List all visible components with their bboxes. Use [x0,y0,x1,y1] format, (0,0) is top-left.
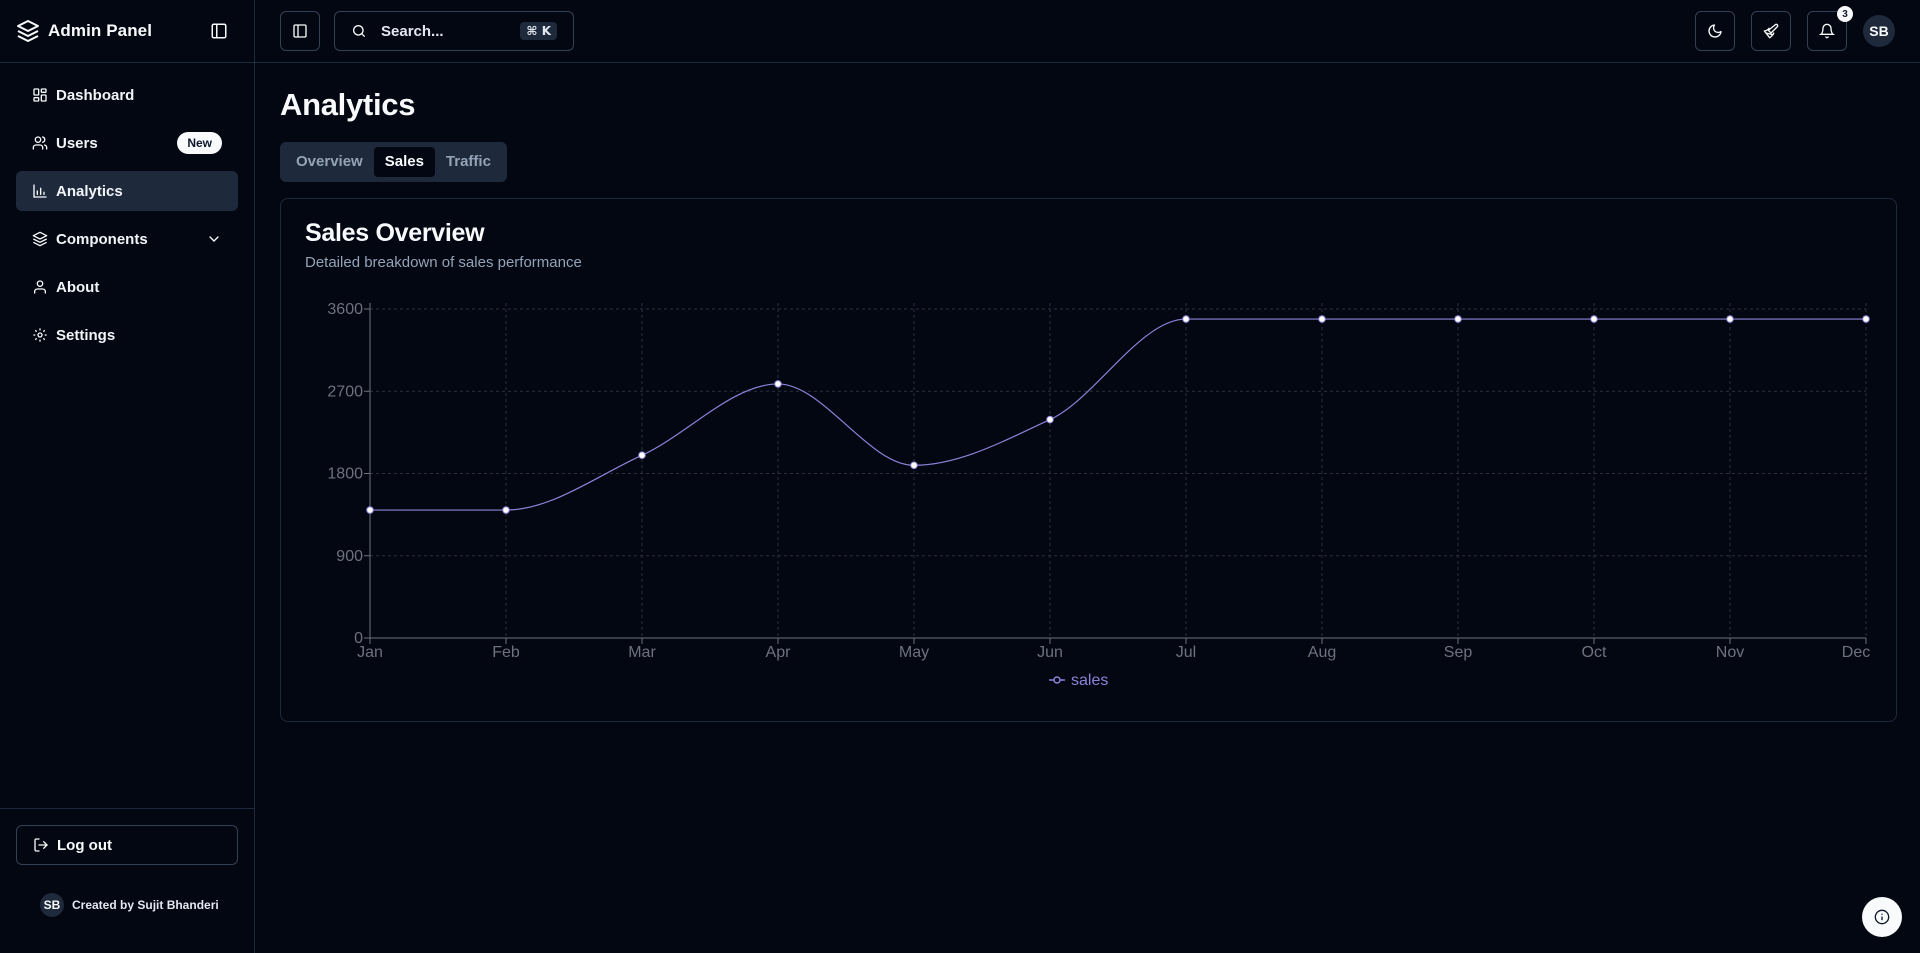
sidebar-item-label: About [56,278,100,296]
y-tick-label: 2700 [327,383,363,400]
sales-data-point [638,451,646,460]
sales-data-point [1454,315,1462,323]
tabs: Overview Sales Traffic [280,142,507,182]
user-icon [34,280,46,294]
sidebar-item-analytics[interactable]: Analytics [16,171,238,211]
main-content: Analytics Overview Sales Traffic Sales O… [280,63,1897,722]
paintbrush-icon [1763,23,1779,39]
sidebar: Admin Panel Dashboard Users New Analytic… [0,0,255,953]
help-button[interactable] [1862,897,1902,937]
sales-overview-card: Sales Overview Detailed breakdown of sal… [280,198,1897,722]
app-title: Admin Panel [48,21,153,40]
sales-data-point [502,506,510,514]
theme-toggle-button[interactable] [1695,11,1735,51]
sidebar-item-label: Users [56,134,98,152]
sidebar-item-label: Analytics [56,182,123,200]
keyboard-shortcut: ⌘ K [520,22,557,40]
sales-data-point [366,506,374,514]
logout-label: Log out [57,836,112,854]
x-tick-label: Dec [1842,644,1870,661]
x-tick-label: Apr [766,644,792,661]
moon-icon [1708,24,1722,38]
search-icon [353,25,365,37]
x-tick-label: Sep [1444,644,1473,661]
tab-sales[interactable]: Sales [373,147,435,177]
sidebar-item-label: Components [56,230,148,248]
sales-data-point [1590,315,1598,323]
layers-icon [17,20,39,42]
sidebar-footer: Log out SB Created by Sujit Bhanderi [0,808,254,953]
x-tick-label: Jan [357,644,383,661]
sidebar-item-label: Dashboard [56,86,135,104]
x-tick-label: Feb [492,644,520,661]
chevron-down-icon[interactable] [206,231,222,247]
y-tick-label: 1800 [327,466,363,483]
credit-text: Created by Sujit Bhanderi [72,898,219,912]
sidebar-item-users[interactable]: Users New [16,123,238,163]
y-tick-label: 900 [336,548,363,565]
sidebar-header: Admin Panel [0,0,254,63]
x-tick-label: Mar [628,644,656,661]
page-title: Analytics [280,87,416,122]
card-title: Sales Overview [305,219,485,247]
search-placeholder: Search... [381,22,444,40]
x-tick-label: May [899,644,929,661]
info-icon [1874,909,1890,925]
gear-icon [33,328,47,342]
sales-data-point [910,461,918,470]
topbar: Search... ⌘ K 3 SB [255,0,1920,63]
y-tick-label: 3600 [327,301,363,318]
search-input[interactable]: Search... ⌘ K [334,11,574,51]
sidebar-item-components[interactable]: Components [16,219,238,259]
sidebar-item-settings[interactable]: Settings [16,315,238,355]
sales-series-line [370,318,1866,511]
sales-data-point [1726,315,1734,323]
credit: SB Created by Sujit Bhanderi [16,893,238,917]
legend-marker-icon [1053,676,1061,684]
x-tick-label: Aug [1308,644,1336,661]
avatar: SB [40,893,64,917]
dashboard-icon [33,88,47,102]
logout-button[interactable]: Log out [16,825,238,865]
bar-chart-icon [33,184,47,198]
legend-label: sales [1071,672,1108,689]
customize-button[interactable] [1751,11,1791,51]
sales-data-point [1182,315,1190,323]
new-badge: New [177,132,222,154]
x-tick-label: Nov [1716,644,1744,661]
sidebar-nav: Dashboard Users New Analytics Components [0,63,254,375]
user-avatar[interactable]: SB [1863,15,1895,47]
sidebar-item-label: Settings [56,326,116,344]
sales-line-chart: 0 900 1800 2700 3600 Jan Feb Mar Apr May Jun Jul Aug… [327,301,1870,689]
tab-traffic[interactable]: Traffic [445,153,491,170]
x-tick-label: Jul [1176,644,1196,661]
topbar-actions: 3 SB [1695,6,1895,51]
y-tick-label: 0 [354,630,363,647]
layers-icon [32,231,48,247]
notification-count-badge: 3 [1837,6,1853,22]
sidebar-collapse-icon[interactable] [210,22,228,40]
sales-data-point [774,380,782,388]
x-tick-label: Jun [1037,644,1063,661]
x-tick-label: Oct [1582,644,1607,661]
toggle-sidebar-button[interactable] [280,11,320,51]
sales-data-point [1318,315,1326,323]
users-icon [32,136,48,150]
sales-data-point [1862,315,1870,323]
notifications-button[interactable]: 3 [1807,6,1853,51]
logout-icon [34,838,48,852]
sidebar-item-about[interactable]: About [16,267,238,307]
bell-icon [1819,23,1835,39]
sidebar-item-dashboard[interactable]: Dashboard [16,75,238,115]
sales-data-point [1046,415,1054,424]
sidebar-toggle-icon [293,24,307,38]
tab-overview[interactable]: Overview [296,153,363,170]
card-subtitle: Detailed breakdown of sales performance [305,254,582,271]
